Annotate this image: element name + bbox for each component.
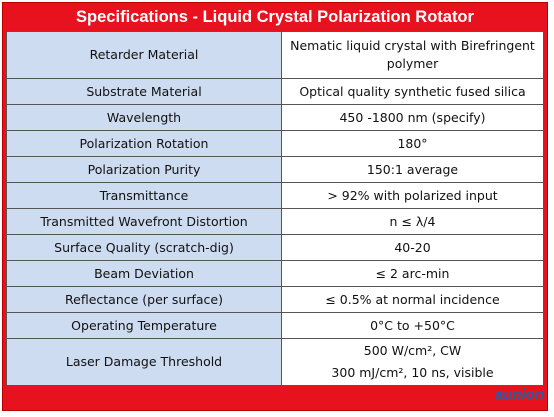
spec-row: Polarization Purity 150:1 average	[6, 156, 544, 183]
spec-value: 180°	[281, 130, 544, 157]
spec-label: Surface Quality (scratch-dig)	[6, 234, 282, 261]
spec-label: Wavelength	[6, 104, 282, 131]
spec-frame: Specifications - Liquid Crystal Polariza…	[2, 2, 548, 411]
watermark: aunion	[494, 386, 544, 403]
spec-row: Transmitted Wavefront Distortion n ≤ λ/4	[6, 208, 544, 235]
spec-label: Reflectance (per surface)	[6, 286, 282, 313]
spec-value: ≤ 2 arc-min	[281, 260, 544, 287]
spec-row: Surface Quality (scratch-dig) 40-20	[6, 234, 544, 261]
spec-row: Wavelength 450 -1800 nm (specify)	[6, 104, 544, 131]
spec-row: Substrate Material Optical quality synthe…	[6, 78, 544, 105]
spec-value: 450 -1800 nm (specify)	[281, 104, 544, 131]
spec-value: > 92% with polarized input	[281, 182, 544, 209]
title: Specifications - Liquid Crystal Polariza…	[76, 8, 474, 26]
spec-label: Beam Deviation	[6, 260, 282, 287]
spec-label: Retarder Material	[6, 31, 282, 79]
spec-value: 150:1 average	[281, 156, 544, 183]
spec-value: 0°C to +50°C	[281, 312, 544, 339]
spec-label: Polarization Purity	[6, 156, 282, 183]
spec-label: Operating Temperature	[6, 312, 282, 339]
spec-label: Laser Damage Threshold	[6, 338, 282, 386]
spec-value-line: 500 W/cm², CW	[363, 343, 462, 358]
spec-label: Transmitted Wavefront Distortion	[6, 208, 282, 235]
spec-label: Transmittance	[6, 182, 282, 209]
spec-table: Retarder Material Nematic liquid crystal …	[6, 31, 544, 386]
spec-row: Reflectance (per surface) ≤ 0.5% at norma…	[6, 286, 544, 313]
spec-value-line: 300 mJ/cm², 10 ns, visible	[331, 365, 494, 380]
spec-value: ≤ 0.5% at normal incidence	[281, 286, 544, 313]
spec-row: Beam Deviation ≤ 2 arc-min	[6, 260, 544, 287]
spec-value: Nematic liquid crystal with Birefringent…	[281, 31, 544, 79]
spec-row: Polarization Rotation 180°	[6, 130, 544, 157]
spec-value: Optical quality synthetic fused silica	[281, 78, 544, 105]
spec-value: n ≤ λ/4	[281, 208, 544, 235]
spec-label: Substrate Material	[6, 78, 282, 105]
spec-value: 500 W/cm², CW 300 mJ/cm², 10 ns, visible	[281, 338, 544, 386]
spec-label: Polarization Rotation	[6, 130, 282, 157]
spec-row: Retarder Material Nematic liquid crystal …	[6, 31, 544, 79]
spec-row: Operating Temperature 0°C to +50°C	[6, 312, 544, 339]
spec-row: Transmittance > 92% with polarized input	[6, 182, 544, 209]
spec-row: Laser Damage Threshold 500 W/cm², CW 300 m…	[6, 338, 544, 386]
spec-value: 40-20	[281, 234, 544, 261]
